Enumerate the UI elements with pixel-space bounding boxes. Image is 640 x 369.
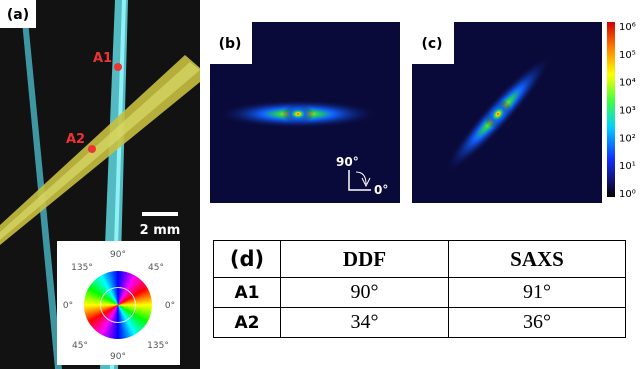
- label-box: [412, 22, 454, 64]
- wheel-label: 135°: [147, 341, 169, 351]
- inset-label: 0°: [374, 183, 388, 197]
- header-cell: SAXS: [448, 240, 626, 278]
- wheel-label: 0°: [63, 301, 73, 311]
- colorbar: [607, 22, 615, 197]
- scale-bar: [142, 212, 178, 216]
- point-label: A1: [93, 51, 112, 66]
- point-label: A2: [66, 132, 85, 147]
- table-row: A1 90° 91°: [213, 277, 626, 308]
- fiber: [20, 0, 62, 369]
- inset-arrow: [355, 171, 371, 188]
- wheel-label: 0°: [165, 301, 175, 311]
- panel-label: (b): [219, 36, 242, 52]
- panel-label: (a): [7, 7, 29, 23]
- label-box: [0, 0, 36, 28]
- point-marker: [88, 145, 96, 153]
- colorbar-tick-label: 10⁶: [619, 22, 636, 33]
- colorbar-tick-label: 10¹: [619, 161, 636, 172]
- wheel-label: 90°: [110, 352, 126, 362]
- colorbar-tick-label: 10⁴: [619, 78, 636, 89]
- fiber: [0, 62, 200, 240]
- colorbar-ticks: 10⁶ 10⁵ 10⁴ 10³ 10² 10¹ 10⁰: [619, 22, 636, 200]
- wheel-label: 45°: [148, 263, 164, 273]
- color-wheel: [84, 271, 152, 339]
- colorbar-tick-label: 10⁵: [619, 50, 636, 61]
- wheel-label: 135°: [71, 263, 93, 273]
- table-row: A2 34° 36°: [213, 307, 626, 338]
- row-label: A2: [213, 307, 281, 338]
- table-header: (d) DDF SAXS: [213, 240, 626, 278]
- wheel-labels: 90° 135° 45° 0° 0° 45° 135° 90°: [63, 250, 175, 362]
- inset-label: 90°: [336, 155, 359, 169]
- header-cell: DDF: [280, 240, 449, 278]
- scale-label: 2 mm: [140, 223, 181, 238]
- color-wheel-center: [100, 287, 136, 323]
- panel-label: (c): [421, 36, 442, 52]
- cell: 91°: [448, 277, 626, 308]
- point-marker: [114, 63, 122, 71]
- results-table: (d) DDF SAXS A1 90° 91° A2 34° 36°: [213, 240, 626, 338]
- cell: 90°: [280, 277, 449, 308]
- wheel-label: 45°: [72, 341, 88, 351]
- cell: 34°: [280, 307, 449, 338]
- colorbar-tick-label: 10³: [619, 106, 636, 117]
- row-label: A1: [213, 277, 281, 308]
- table-label: (d): [213, 240, 281, 278]
- inset-axes: [348, 170, 371, 191]
- scatter-pattern: [484, 100, 512, 128]
- colorbar-tick-label: 10²: [619, 133, 636, 144]
- colorbar-tick-label: 10⁰: [619, 189, 636, 200]
- scatter-pattern: [282, 104, 314, 124]
- wheel-label: 90°: [110, 250, 126, 260]
- label-box: [210, 22, 252, 64]
- cell: 36°: [448, 307, 626, 338]
